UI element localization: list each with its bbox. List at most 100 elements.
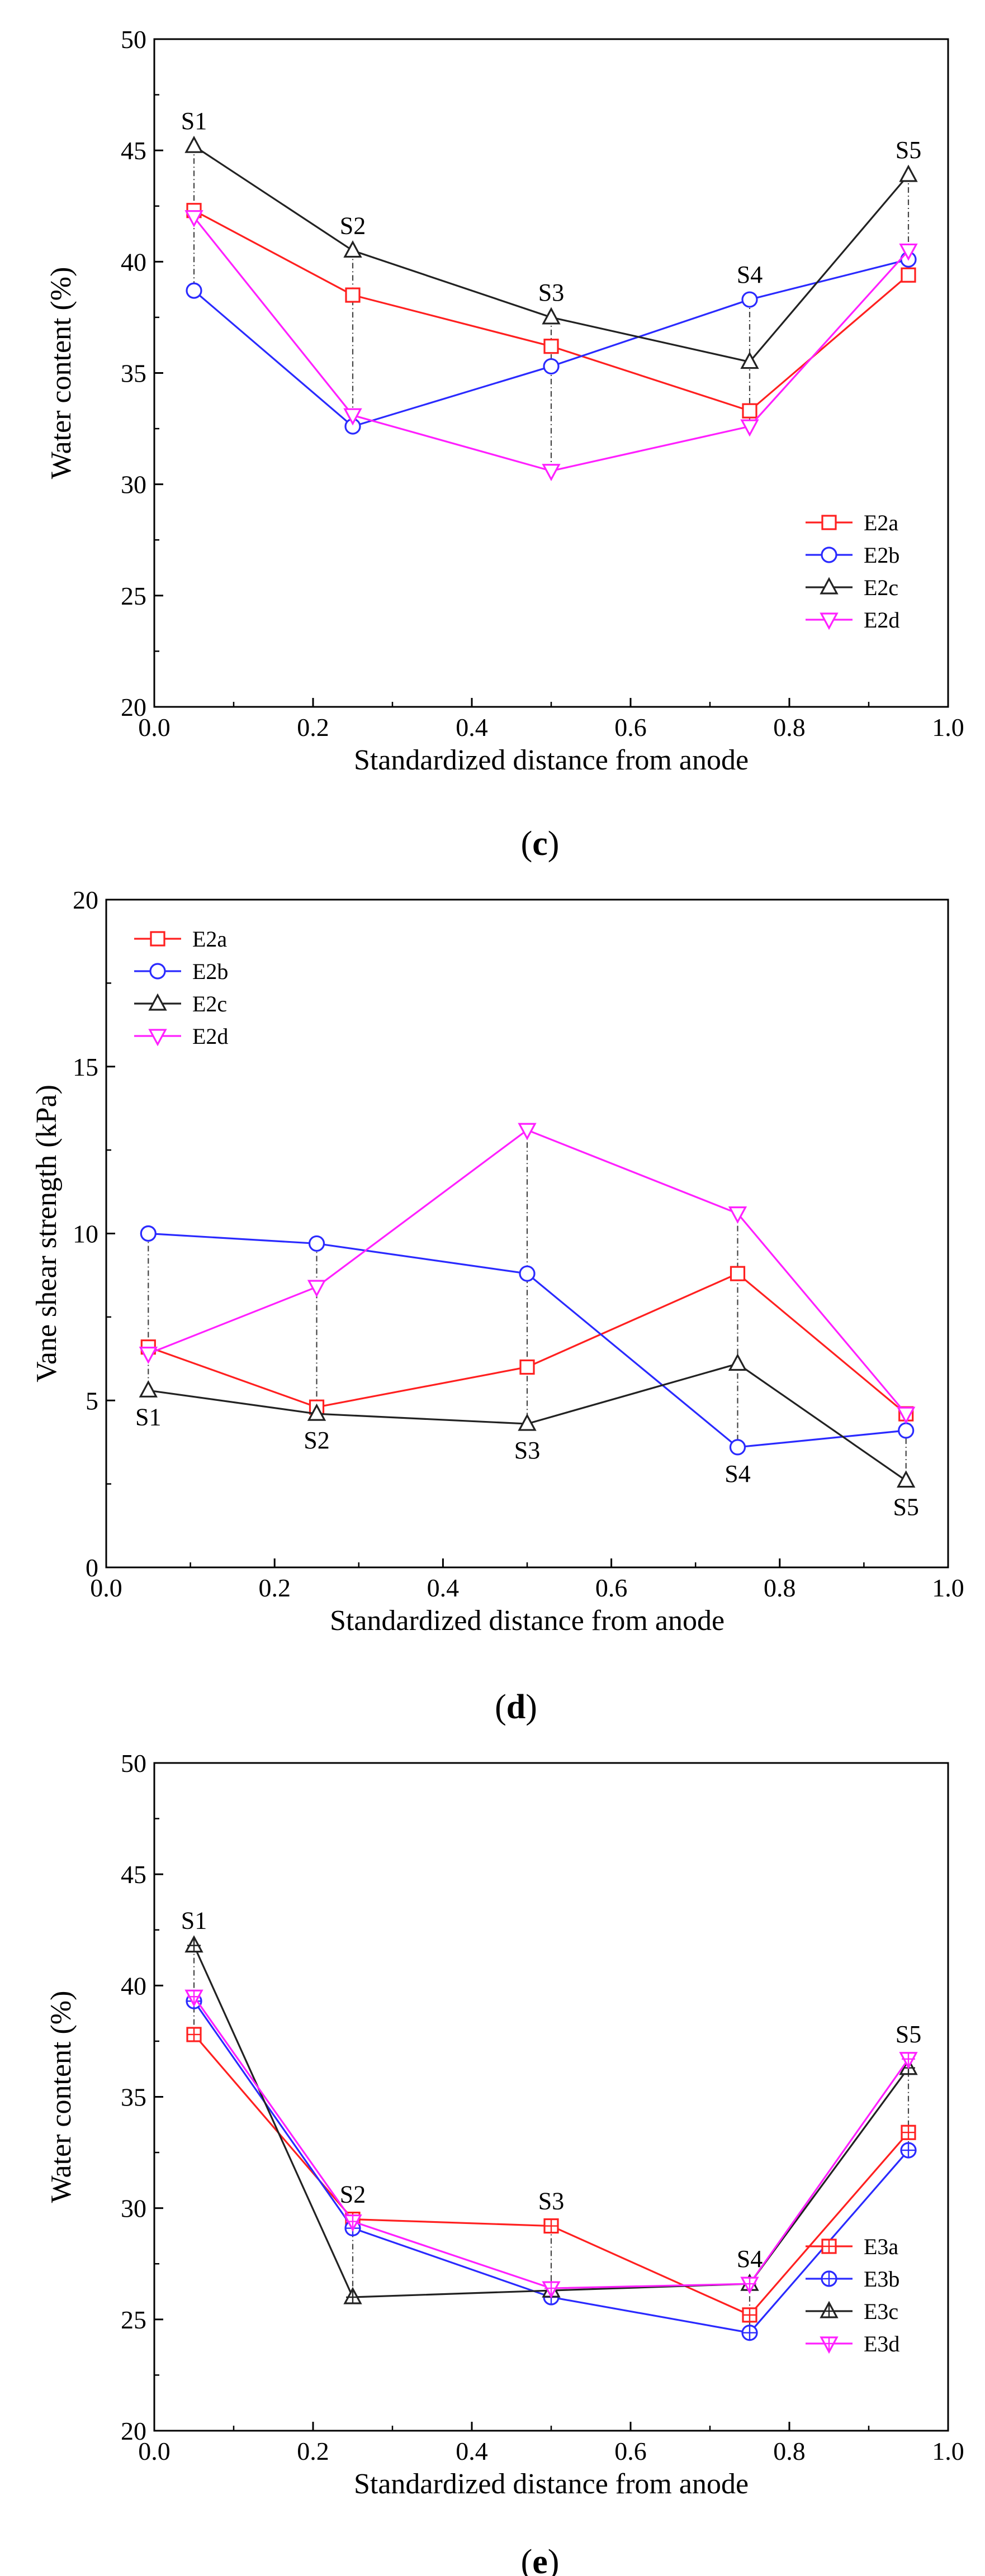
station-label: S4 [737,2245,763,2273]
y-tick-label: 45 [121,1860,146,1889]
y-tick-label: 10 [73,1220,98,1248]
caption-letter: d [506,1688,525,1726]
data-point-E2d [897,1406,916,1424]
chart-panel-e: 0.0 0.2 0.4 0.6 0.8 1.0 20 25 30 35 40 45 50 Standard… [45,1749,964,2576]
data-point-E2c [518,1413,537,1431]
chart-panel-d: 0.0 0.2 0.4 0.6 0.8 1.0 0 5 10 15 20 Standardized d… [31,886,964,1726]
series-E2d [184,210,918,482]
data-point-E2a [519,1359,535,1375]
station-label: S1 [135,1403,161,1430]
data-point-E2c [139,1380,158,1398]
legend: E3a E3b E3c E3d [806,2234,899,2356]
station-label: S4 [737,261,763,288]
figure-caption: (d) [495,1688,537,1726]
x-tick-label: 0.2 [297,713,329,742]
series-line-E3c [193,1945,910,2298]
x-tick-label: 0.2 [297,2437,329,2465]
data-point-E2b [140,1225,157,1242]
legend-marker-E2d [148,1029,167,1047]
data-point-E2c [184,135,203,153]
x-axis-title: Standardized distance from anode [354,2468,749,2500]
x-tick-label: 1.0 [932,1574,964,1602]
station-label: S1 [181,107,207,135]
data-point-E2c [899,164,918,182]
caption-close: ) [548,2543,560,2576]
legend-marker-E2c [820,577,839,595]
legend-marker-E2d [820,612,839,630]
series-E2c [184,135,918,369]
y-axis-title: Vane shear strength (kPa) [31,1085,63,1382]
x-tick-label: 0.6 [614,713,647,742]
data-point-E2d [728,1206,747,1224]
station-label: S3 [538,279,564,306]
legend-marker-E2b [821,546,837,563]
station-label: S3 [514,1437,540,1464]
x-tick-label: 0.4 [456,2437,488,2465]
legend-marker-E2a [150,931,165,947]
data-point-E2c [307,1403,326,1421]
station-label: S4 [724,1460,750,1487]
caption-open: ( [521,2543,533,2576]
legend-label-E3c: E3c [864,2299,898,2324]
y-tick-label: 50 [121,1749,146,1777]
legend: E2a E2b E2c E2d [134,926,228,1049]
legend-label-E2b: E2b [192,959,228,984]
station-label: S1 [181,1907,207,1935]
legend-label-E3b: E3b [864,2266,899,2292]
station-label: S3 [538,2188,564,2215]
x-axis-title: Standardized distance from anode [330,1605,724,1637]
y-tick-label: 50 [121,25,146,54]
data-point-E2c [542,307,561,325]
station-label: S2 [340,212,366,239]
legend: E2a E2b E2c E2d [806,510,899,633]
data-point-E2d [184,210,203,228]
station-label: S2 [304,1427,329,1454]
x-tick-label: 1.0 [932,713,964,742]
caption-open: ( [495,1688,506,1726]
y-tick-label: 20 [121,693,146,721]
x-tick-label: 1.0 [932,2437,964,2465]
data-point-E2d [307,1280,326,1297]
data-point-E2b [308,1235,325,1252]
legend-label-E2c: E2c [864,575,898,600]
legend-marker-E2c [148,993,167,1011]
series-E3d [184,1989,918,2299]
y-axis-title: Water content (%) [45,267,77,479]
series-line-E3d [193,1996,910,2289]
legend-label-E2c: E2c [192,991,227,1016]
data-point-E2c [728,1353,747,1371]
x-tick-label: 0.6 [614,2437,647,2465]
y-tick-label: 30 [121,470,146,499]
data-point-E2c [897,1470,916,1488]
series-E2a [186,203,916,419]
data-point-E2a [901,267,916,283]
data-point-E2c [740,351,759,369]
legend-label-E2b: E2b [864,543,899,568]
series-E2b [186,251,917,435]
x-tick-label: 0.0 [138,2437,171,2465]
series-line-E2c [193,145,910,363]
data-point-E2d [518,1123,537,1140]
station-label: S5 [896,136,921,164]
figure-caption: (e) [521,2543,560,2576]
caption-letter: c [532,825,548,863]
x-tick-label: 0.4 [456,713,488,742]
data-point-E2a [742,403,757,419]
caption-close: ) [525,1688,537,1726]
data-point-E2d [139,1347,158,1364]
x-tick-label: 0.6 [595,1574,628,1602]
plot-area-frame [153,1762,949,2432]
y-tick-label: 20 [73,886,98,914]
y-axis-title: Water content (%) [45,1991,77,2203]
series-E2c [139,1353,916,1488]
data-point-E2b [898,1422,915,1439]
x-tick-label: 0.8 [773,713,806,742]
data-point-E2a [345,287,361,303]
legend-label-E3a: E3a [864,2234,898,2259]
data-point-E2b [186,282,202,299]
x-axis-title: Standardized distance from anode [354,744,749,776]
y-tick-label: 40 [121,248,146,276]
x-tick-label: 0.0 [138,713,171,742]
y-tick-label: 15 [73,1053,98,1081]
